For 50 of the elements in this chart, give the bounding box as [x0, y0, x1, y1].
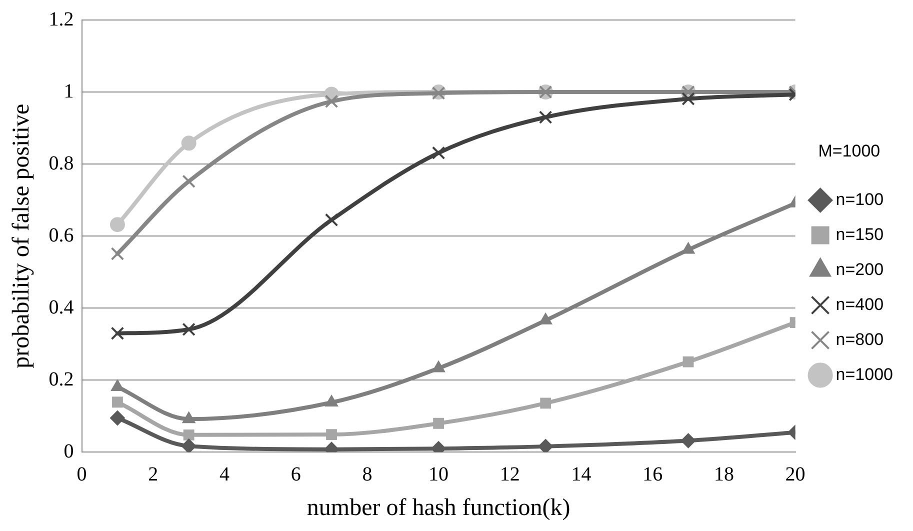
point — [182, 322, 196, 336]
x-tick-label: 6 — [290, 463, 301, 486]
point — [110, 410, 125, 426]
y-tick-label: 1.2 — [48, 8, 74, 30]
x-axis-title: number of hash function(k) — [306, 494, 570, 521]
x-tick-label: 2 — [148, 463, 158, 486]
x-tick-label: 12 — [500, 463, 520, 486]
x-tick-label: 16 — [642, 463, 663, 486]
point — [432, 146, 446, 160]
legend-label: n=100 — [836, 190, 884, 209]
point — [324, 94, 338, 108]
point — [112, 396, 123, 408]
point — [540, 398, 552, 409]
point — [181, 438, 196, 452]
x-tick-label: 14 — [571, 463, 592, 486]
y-tick-label: 0.4 — [48, 296, 74, 318]
point — [181, 136, 196, 151]
y-axis-title: probability of false positive — [8, 104, 35, 368]
legend-label: n=1000 — [836, 364, 893, 384]
x-tick-label: 20 — [785, 463, 806, 486]
point — [182, 412, 196, 424]
point — [326, 429, 337, 440]
y-tick-label: 0.2 — [48, 368, 74, 390]
y-tick-label: 1 — [64, 80, 74, 102]
point — [433, 418, 444, 429]
y-tick-label: 0.6 — [48, 224, 74, 246]
y-tick-label: 0.8 — [48, 152, 74, 174]
legend-label: n=800 — [836, 330, 884, 349]
point — [182, 174, 196, 188]
y-tick-label: 0 — [64, 440, 74, 462]
point — [682, 92, 695, 106]
point — [538, 110, 552, 124]
x-tick-label: 10 — [428, 463, 449, 486]
legend-title: M=1000 — [818, 141, 880, 160]
point — [110, 217, 125, 232]
x-tick-label: 4 — [220, 463, 230, 486]
point — [183, 429, 194, 440]
point — [432, 360, 446, 372]
point — [680, 433, 696, 448]
legend-label: n=200 — [836, 260, 884, 279]
point — [110, 380, 124, 392]
point — [110, 247, 124, 260]
legend-label: n=400 — [836, 294, 884, 314]
point — [682, 356, 694, 368]
point — [538, 438, 554, 452]
x-tick-label: 18 — [714, 463, 734, 486]
point — [324, 213, 338, 227]
point — [110, 326, 124, 340]
legend-label: n=150 — [836, 224, 884, 244]
x-tick-label: 8 — [362, 463, 372, 486]
